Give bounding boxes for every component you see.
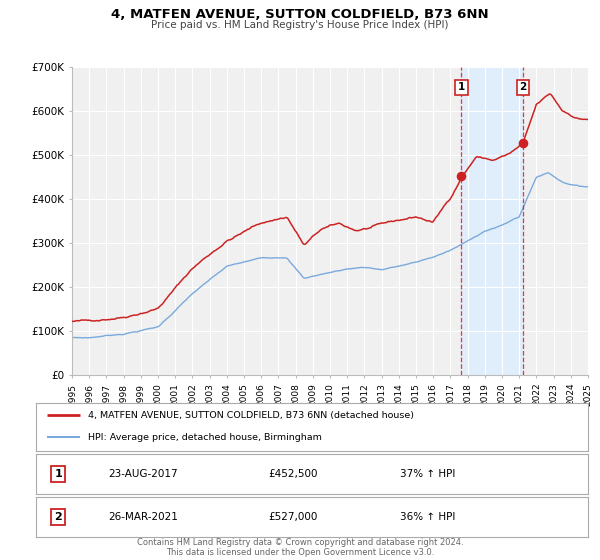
Text: HPI: Average price, detached house, Birmingham: HPI: Average price, detached house, Birm…: [88, 433, 322, 442]
Bar: [461, 67, 523, 375]
Text: £452,500: £452,500: [268, 469, 317, 479]
Text: £527,000: £527,000: [268, 512, 317, 522]
Text: 36% ↑ HPI: 36% ↑ HPI: [400, 512, 455, 522]
Text: 2: 2: [54, 512, 62, 522]
Text: 1: 1: [54, 469, 62, 479]
Text: 23-AUG-2017: 23-AUG-2017: [108, 469, 178, 479]
Text: 4, MATFEN AVENUE, SUTTON COLDFIELD, B73 6NN (detached house): 4, MATFEN AVENUE, SUTTON COLDFIELD, B73 …: [88, 410, 415, 419]
Text: 26-MAR-2021: 26-MAR-2021: [108, 512, 178, 522]
Point: [457, 171, 466, 180]
Text: 37% ↑ HPI: 37% ↑ HPI: [400, 469, 455, 479]
Text: 1: 1: [458, 82, 465, 92]
Text: Price paid vs. HM Land Registry's House Price Index (HPI): Price paid vs. HM Land Registry's House …: [151, 20, 449, 30]
Point: [518, 139, 528, 148]
Text: 4, MATFEN AVENUE, SUTTON COLDFIELD, B73 6NN: 4, MATFEN AVENUE, SUTTON COLDFIELD, B73 …: [111, 8, 489, 21]
Text: 2: 2: [520, 82, 527, 92]
Text: Contains HM Land Registry data © Crown copyright and database right 2024.
This d: Contains HM Land Registry data © Crown c…: [137, 538, 463, 557]
